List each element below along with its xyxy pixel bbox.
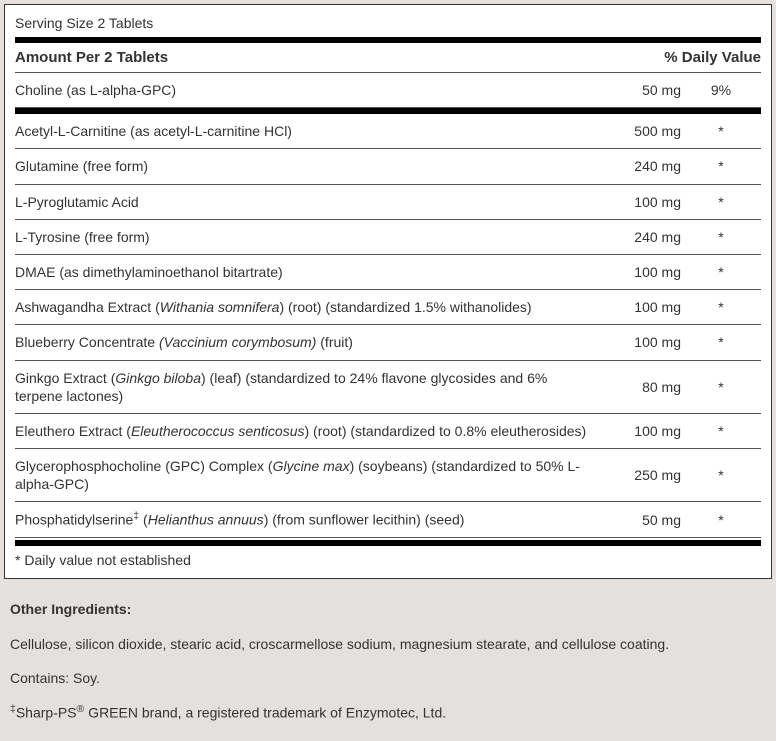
table-row: Glycerophosphocholine (GPC) Complex (Gly…	[15, 449, 761, 502]
ingredient-dv: *	[681, 512, 761, 528]
table-row: Glutamine (free form) 240 mg *	[15, 149, 761, 184]
ingredient-amount: 240 mg	[601, 158, 681, 174]
ingredient-dv: *	[681, 158, 761, 174]
ingredient-amount: 100 mg	[601, 334, 681, 350]
ingredient-name: L-Pyroglutamic Acid	[15, 193, 601, 211]
table-header: Amount Per 2 Tablets % Daily Value	[15, 43, 761, 73]
ingredient-amount: 50 mg	[601, 512, 681, 528]
ingredient-dv: *	[681, 123, 761, 139]
table-row: L-Pyroglutamic Acid 100 mg *	[15, 185, 761, 220]
ingredient-amount: 100 mg	[601, 299, 681, 315]
ingredient-name: Glycerophosphocholine (GPC) Complex (Gly…	[15, 457, 601, 493]
other-ingredients-section: Other Ingredients: Cellulose, silicon di…	[0, 583, 776, 741]
serving-size: Serving Size 2 Tablets	[15, 11, 761, 43]
ingredient-amount: 250 mg	[601, 467, 681, 483]
other-ingredients-label: Other Ingredients:	[10, 601, 131, 617]
table-row: Choline (as L-alpha-GPC) 50 mg 9%	[15, 73, 761, 108]
trademark-note: ‡Sharp-PS® GREEN brand, a registered tra…	[10, 702, 766, 723]
ingredient-dv: *	[681, 423, 761, 439]
ingredient-name: Eleuthero Extract (Eleutherococcus senti…	[15, 422, 601, 440]
ingredient-name: Choline (as L-alpha-GPC)	[15, 81, 601, 99]
ingredient-name: Blueberry Concentrate (Vaccinium corymbo…	[15, 333, 601, 351]
ingredient-amount: 80 mg	[601, 379, 681, 395]
table-row: Ashwagandha Extract (Withania somnifera)…	[15, 290, 761, 325]
ingredient-amount: 100 mg	[601, 194, 681, 210]
dv-footnote: * Daily value not established	[15, 546, 761, 570]
ingredient-dv: *	[681, 379, 761, 395]
ingredient-dv: *	[681, 194, 761, 210]
ingredient-dv: *	[681, 229, 761, 245]
table-row: Eleuthero Extract (Eleutherococcus senti…	[15, 414, 761, 449]
ingredient-amount: 500 mg	[601, 123, 681, 139]
header-amount-per: Amount Per 2 Tablets	[15, 49, 168, 66]
ingredient-amount: 100 mg	[601, 423, 681, 439]
ingredient-dv: *	[681, 334, 761, 350]
ingredient-amount: 100 mg	[601, 264, 681, 280]
table-row: L-Tyrosine (free form) 240 mg *	[15, 220, 761, 255]
ingredient-amount: 50 mg	[601, 82, 681, 98]
ingredient-name: Glutamine (free form)	[15, 157, 601, 175]
ingredient-name: Acetyl-L-Carnitine (as acetyl-L-carnitin…	[15, 122, 601, 140]
table-row: Ginkgo Extract (Ginkgo biloba) (leaf) (s…	[15, 361, 761, 414]
table-row: Acetyl-L-Carnitine (as acetyl-L-carnitin…	[15, 108, 761, 149]
ingredient-dv: *	[681, 264, 761, 280]
table-row: Blueberry Concentrate (Vaccinium corymbo…	[15, 325, 761, 360]
ingredient-name: Ashwagandha Extract (Withania somnifera)…	[15, 298, 601, 316]
table-row: DMAE (as dimethylaminoethanol bitartrate…	[15, 255, 761, 290]
table-row: Phosphatidylserine‡ (Helianthus annuus) …	[15, 502, 761, 538]
header-daily-value: % Daily Value	[664, 49, 761, 66]
contains-text: Contains: Soy.	[10, 668, 766, 688]
ingredient-amount: 240 mg	[601, 229, 681, 245]
other-ingredients-text: Cellulose, silicon dioxide, stearic acid…	[10, 634, 766, 654]
ingredient-name: Ginkgo Extract (Ginkgo biloba) (leaf) (s…	[15, 369, 601, 405]
ingredient-dv: *	[681, 299, 761, 315]
ingredient-name: Phosphatidylserine‡ (Helianthus annuus) …	[15, 510, 601, 529]
ingredient-name: L-Tyrosine (free form)	[15, 228, 601, 246]
ingredient-dv: 9%	[681, 82, 761, 98]
supplement-facts-panel: Serving Size 2 Tablets Amount Per 2 Tabl…	[4, 4, 772, 579]
ingredient-name: DMAE (as dimethylaminoethanol bitartrate…	[15, 263, 601, 281]
ingredient-dv: *	[681, 467, 761, 483]
